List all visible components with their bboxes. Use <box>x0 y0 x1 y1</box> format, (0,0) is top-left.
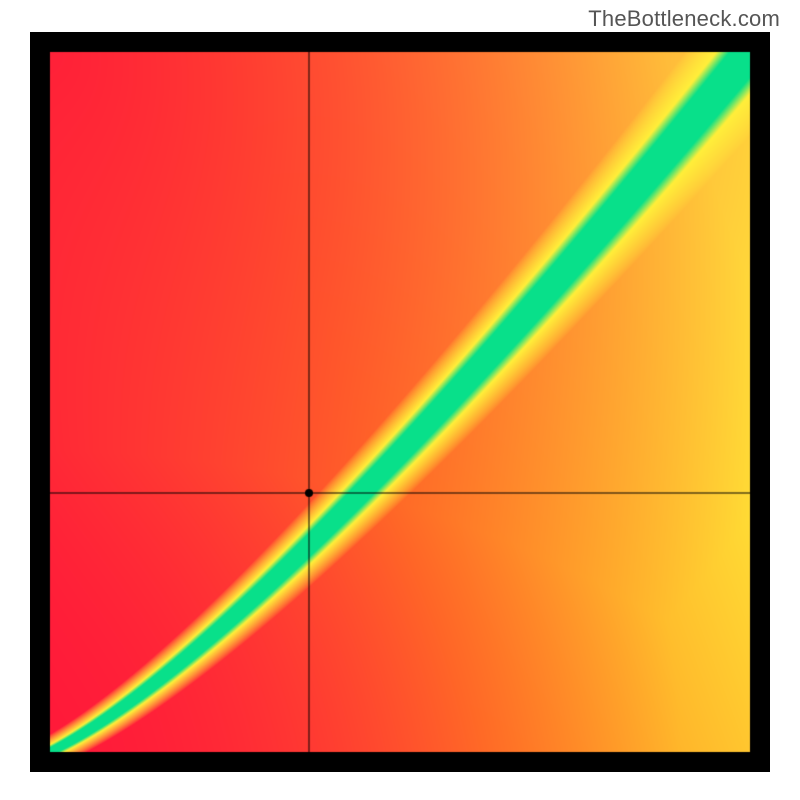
bottleneck-heatmap <box>30 32 770 772</box>
watermark-text: TheBottleneck.com <box>588 6 780 32</box>
heatmap-canvas <box>30 32 770 772</box>
